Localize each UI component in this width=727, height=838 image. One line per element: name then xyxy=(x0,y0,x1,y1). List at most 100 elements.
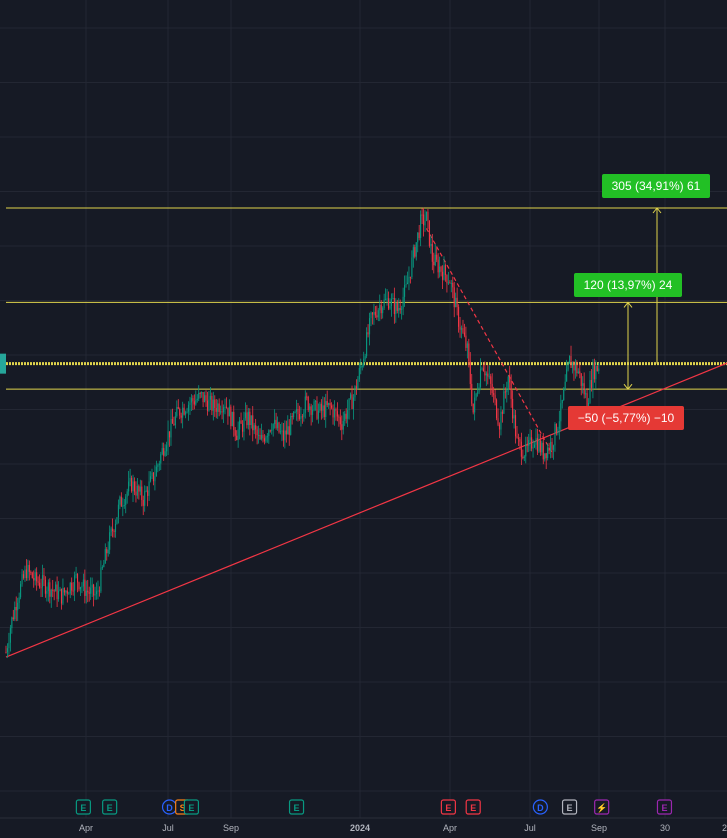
event-marker[interactable]: E xyxy=(465,799,481,815)
candle-body xyxy=(202,392,204,403)
candle-body xyxy=(278,422,280,433)
candle-body xyxy=(354,386,356,398)
candle-body xyxy=(392,298,394,300)
candle-body xyxy=(402,296,404,309)
event-marker[interactable]: D xyxy=(532,799,548,815)
event-letter: S xyxy=(180,803,186,813)
candle-body xyxy=(487,373,489,377)
candle-body xyxy=(376,315,378,318)
candle-body xyxy=(25,569,27,579)
event-marker[interactable]: E xyxy=(288,799,305,815)
candle-body xyxy=(427,211,429,221)
candle-body xyxy=(453,287,455,308)
event-marker[interactable]: E xyxy=(102,799,118,815)
candle-body xyxy=(52,589,54,591)
candle-body xyxy=(468,343,470,362)
candle-body xyxy=(72,590,74,592)
candle-body xyxy=(412,247,414,258)
candle-body xyxy=(544,453,546,460)
candle-body xyxy=(418,232,420,239)
candle-body xyxy=(158,463,160,466)
candle-body xyxy=(129,477,131,482)
event-marker[interactable]: E xyxy=(561,799,578,815)
candle-body xyxy=(173,423,175,426)
candle-body xyxy=(63,587,65,593)
candle-body xyxy=(494,394,496,400)
candle-body xyxy=(279,431,282,433)
candle-body xyxy=(98,590,100,592)
event-letter: E xyxy=(188,803,194,813)
event-marker[interactable]: E xyxy=(183,799,200,815)
candle-body xyxy=(567,363,569,370)
candle-body xyxy=(291,416,293,418)
candle-body xyxy=(263,438,265,442)
candle-body xyxy=(170,418,172,438)
candle-body xyxy=(539,440,541,453)
candle-body xyxy=(347,410,349,419)
candle-body xyxy=(352,397,355,409)
candle-body xyxy=(106,549,108,554)
event-marker[interactable]: E xyxy=(75,799,91,815)
candle-body xyxy=(377,310,379,318)
event-letter: ⚡ xyxy=(596,802,607,814)
candle-body xyxy=(379,304,381,311)
candle-body xyxy=(18,597,20,603)
candle-body xyxy=(366,332,368,357)
candle-body xyxy=(132,481,134,492)
candle-body xyxy=(332,407,334,418)
candle-body xyxy=(411,257,413,278)
candle-body xyxy=(44,579,46,594)
candle-body xyxy=(76,574,79,583)
candle-body xyxy=(37,581,39,583)
candle-body xyxy=(338,416,340,418)
candle-body xyxy=(300,416,302,419)
candle-body xyxy=(331,405,333,408)
event-marker[interactable]: D xyxy=(161,799,178,815)
candle-body xyxy=(253,425,255,431)
candle-body xyxy=(154,476,156,482)
lower-measure-label: −50 (−5,77%) −10 xyxy=(578,411,675,425)
event-marker[interactable]: ⚡ xyxy=(594,799,610,815)
candle-body xyxy=(596,365,598,372)
resistance-trendline-dashed[interactable] xyxy=(425,228,553,454)
candle-body xyxy=(138,485,140,492)
candle-body xyxy=(281,430,283,432)
current-price-marker[interactable] xyxy=(0,353,6,374)
candle-body xyxy=(228,406,230,417)
candle-body xyxy=(233,411,235,430)
candle-body xyxy=(50,589,52,597)
candle-body xyxy=(40,587,42,589)
candle-body xyxy=(47,582,49,591)
event-marker[interactable]: E xyxy=(440,799,456,815)
candle-body xyxy=(569,355,571,364)
candle-body xyxy=(43,575,45,580)
candle-body xyxy=(285,430,287,435)
candle-body xyxy=(449,282,451,284)
candle-body xyxy=(478,386,480,393)
candle-body xyxy=(474,397,476,413)
event-marker[interactable]: E xyxy=(656,799,673,815)
candle-body xyxy=(580,373,582,386)
candle-body xyxy=(241,423,244,432)
mid-measure-label: 120 (13,97%) 24 xyxy=(584,278,673,292)
candle-body xyxy=(389,306,391,309)
candle-body xyxy=(274,419,276,425)
event-square xyxy=(440,799,456,815)
candle-body xyxy=(520,441,522,457)
candle-body xyxy=(6,648,9,653)
candle-body xyxy=(310,406,312,415)
candle-body xyxy=(168,431,171,438)
candle-body xyxy=(84,579,86,596)
candle-body xyxy=(428,220,430,246)
candle-body xyxy=(275,419,277,429)
candle-body xyxy=(458,306,460,327)
candle-body xyxy=(220,411,222,413)
candle-body xyxy=(301,416,303,418)
event-letter: E xyxy=(567,803,573,813)
candle-body xyxy=(95,591,98,595)
candle-body xyxy=(496,399,498,419)
candle-body xyxy=(548,447,550,451)
candle-body xyxy=(265,437,267,442)
